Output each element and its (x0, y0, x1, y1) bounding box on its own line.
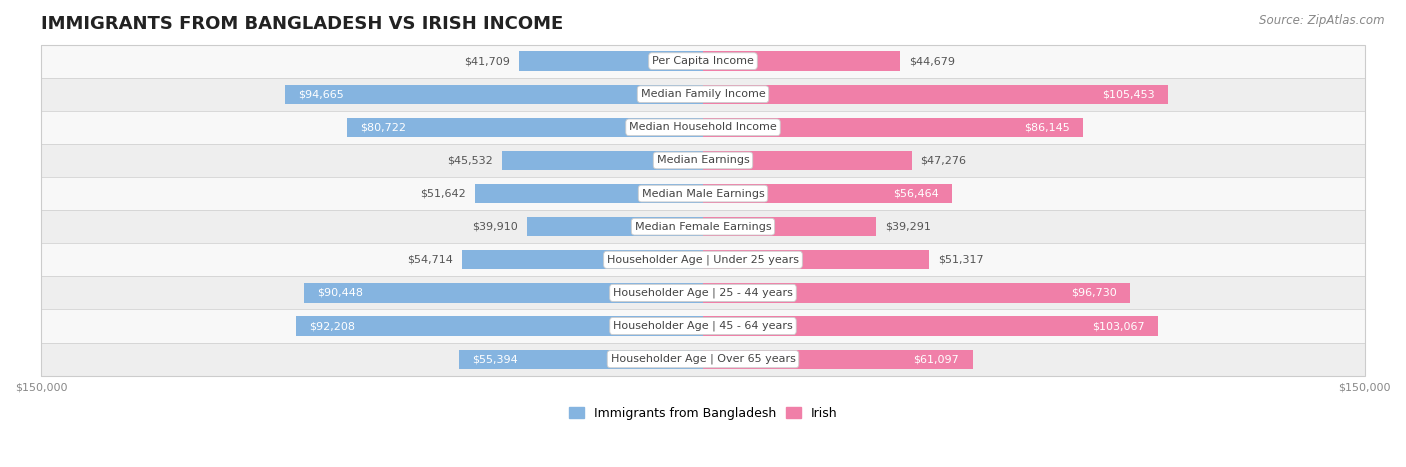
Bar (703, 151, 911, 170)
Bar (458, 349, 703, 369)
Text: $54,714: $54,714 (406, 255, 453, 265)
Bar (703, 317, 1157, 336)
Text: Median Earnings: Median Earnings (657, 156, 749, 165)
Text: $39,910: $39,910 (472, 222, 517, 232)
Bar (304, 283, 703, 303)
Text: $44,679: $44,679 (908, 56, 955, 66)
Text: $55,394: $55,394 (472, 354, 517, 364)
Bar (41, 276, 1365, 310)
Text: $61,097: $61,097 (914, 354, 959, 364)
Text: Householder Age | Under 25 years: Householder Age | Under 25 years (607, 255, 799, 265)
Text: $105,453: $105,453 (1102, 89, 1154, 99)
Bar (461, 250, 703, 269)
Text: $51,317: $51,317 (938, 255, 984, 265)
Text: $90,448: $90,448 (318, 288, 363, 298)
Bar (703, 118, 1083, 137)
Text: Householder Age | 25 - 44 years: Householder Age | 25 - 44 years (613, 288, 793, 298)
Text: $86,145: $86,145 (1024, 122, 1070, 132)
Bar (703, 283, 1130, 303)
Bar (41, 210, 1365, 243)
Text: $94,665: $94,665 (298, 89, 344, 99)
Bar (703, 250, 929, 269)
Text: $103,067: $103,067 (1092, 321, 1144, 331)
Bar (41, 144, 1365, 177)
Bar (527, 217, 703, 236)
Bar (285, 85, 703, 104)
Bar (703, 184, 952, 203)
Text: $92,208: $92,208 (309, 321, 356, 331)
Text: Median Male Earnings: Median Male Earnings (641, 189, 765, 198)
Bar (41, 343, 1365, 376)
Bar (41, 310, 1365, 343)
Text: Median Female Earnings: Median Female Earnings (634, 222, 772, 232)
Bar (502, 151, 703, 170)
Text: $47,276: $47,276 (921, 156, 966, 165)
Bar (41, 44, 1365, 78)
Bar (347, 118, 703, 137)
Bar (519, 51, 703, 71)
Text: $80,722: $80,722 (360, 122, 406, 132)
Text: $51,642: $51,642 (420, 189, 467, 198)
Bar (475, 184, 703, 203)
Text: $41,709: $41,709 (464, 56, 510, 66)
Text: Median Household Income: Median Household Income (628, 122, 778, 132)
Text: Median Family Income: Median Family Income (641, 89, 765, 99)
Text: IMMIGRANTS FROM BANGLADESH VS IRISH INCOME: IMMIGRANTS FROM BANGLADESH VS IRISH INCO… (41, 15, 564, 33)
Bar (703, 349, 973, 369)
Bar (703, 51, 900, 71)
Text: Householder Age | Over 65 years: Householder Age | Over 65 years (610, 354, 796, 364)
Text: $39,291: $39,291 (886, 222, 931, 232)
Text: Source: ZipAtlas.com: Source: ZipAtlas.com (1260, 14, 1385, 27)
Text: Householder Age | 45 - 64 years: Householder Age | 45 - 64 years (613, 321, 793, 331)
Text: Per Capita Income: Per Capita Income (652, 56, 754, 66)
Bar (703, 85, 1168, 104)
Bar (41, 78, 1365, 111)
Bar (41, 177, 1365, 210)
Text: $45,532: $45,532 (447, 156, 494, 165)
Bar (41, 243, 1365, 276)
Text: $96,730: $96,730 (1071, 288, 1116, 298)
Legend: Immigrants from Bangladesh, Irish: Immigrants from Bangladesh, Irish (564, 402, 842, 425)
Bar (703, 217, 876, 236)
Text: $56,464: $56,464 (893, 189, 939, 198)
Bar (297, 317, 703, 336)
Bar (41, 111, 1365, 144)
